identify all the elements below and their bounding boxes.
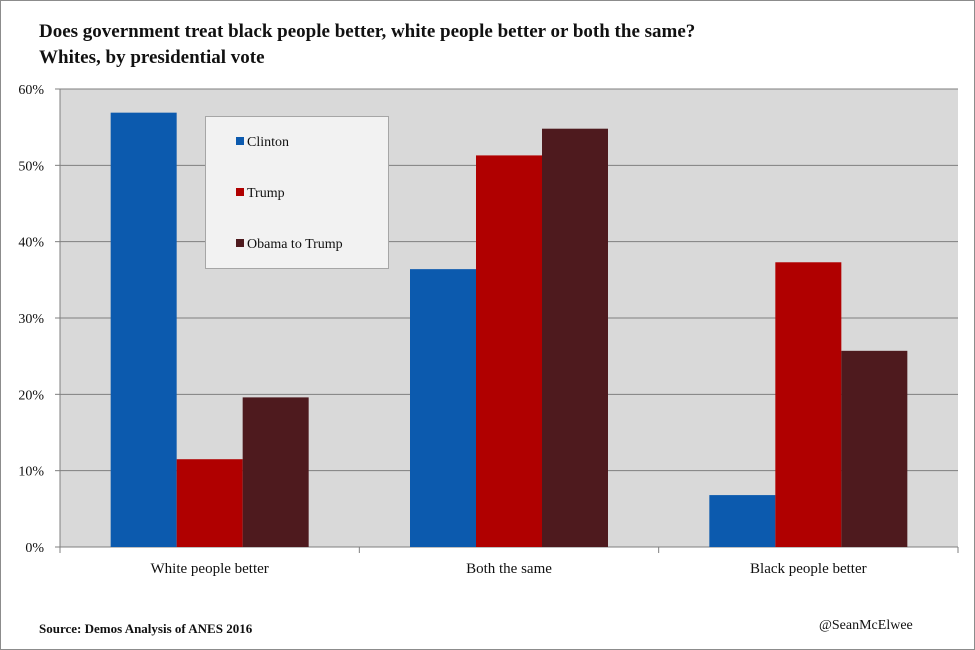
chart-title: Does government treat black people bette… <box>39 19 695 71</box>
bar-obama-to-trump <box>542 128 608 547</box>
y-tick-label: 60% <box>18 83 44 98</box>
bar-trump <box>476 155 542 547</box>
y-tick-label: 0% <box>25 541 44 556</box>
bar-obama-to-trump <box>242 397 309 547</box>
title-line-1: Does government treat black people bette… <box>39 21 696 42</box>
legend-label: Clinton <box>247 135 290 150</box>
bar-clinton <box>709 495 776 547</box>
source-note: Source: Demos Analysis of ANES 2016 <box>39 621 253 636</box>
author-credit: @SeanMcElwee <box>819 618 913 633</box>
bar-trump <box>775 262 842 547</box>
x-tick-label: Both the same <box>466 561 552 577</box>
title-line-2: Whites, by presidential vote <box>39 47 265 68</box>
bar-clinton <box>410 269 476 547</box>
legend-swatch <box>236 188 244 196</box>
x-tick-label: Black people better <box>750 561 867 577</box>
legend-item: Obama to Trump <box>236 237 343 253</box>
legend-label: Obama to Trump <box>247 237 343 252</box>
legend-item: Trump <box>236 186 285 202</box>
y-tick-label: 40% <box>18 236 44 251</box>
bar-obama-to-trump <box>841 350 908 547</box>
legend-swatch <box>236 239 244 247</box>
y-tick-label: 10% <box>18 465 44 480</box>
legend-item: Clinton <box>236 135 289 151</box>
y-tick-label: 20% <box>18 388 44 403</box>
chart-legend: Clinton Trump Obama to Trump <box>205 116 389 269</box>
x-tick-label: White people better <box>151 561 269 577</box>
y-tick-label: 50% <box>18 159 44 174</box>
legend-label: Trump <box>247 186 285 201</box>
bar-clinton <box>110 112 177 547</box>
legend-swatch <box>236 137 244 145</box>
y-tick-label: 30% <box>18 312 44 327</box>
bar-trump <box>176 459 243 547</box>
